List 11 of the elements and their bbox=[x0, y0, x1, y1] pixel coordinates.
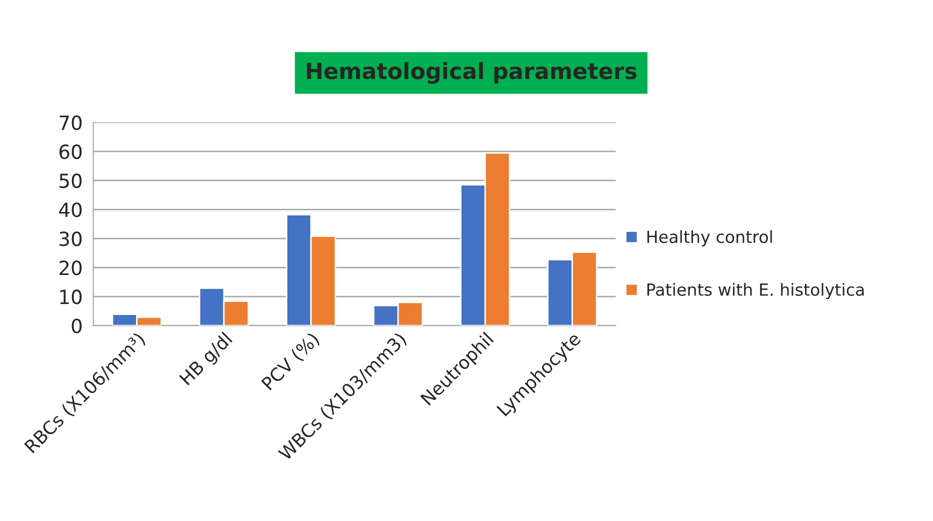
y-tick-label: 0 bbox=[72, 318, 82, 334]
y-tick-label: 50 bbox=[60, 173, 82, 188]
chart-title: Hematological parameters bbox=[306, 62, 636, 84]
y-tick-label: 10 bbox=[60, 290, 82, 304]
legend-label: Patients with E. histolytica bbox=[647, 283, 864, 300]
legend-label: Healthy control bbox=[647, 230, 772, 246]
y-tick-label: 30 bbox=[60, 232, 82, 246]
y-tick-label: 40 bbox=[59, 202, 82, 218]
y-tick-label: 70 bbox=[60, 115, 82, 130]
y-tick-label: 20 bbox=[60, 260, 82, 276]
y-tick-label: 60 bbox=[60, 144, 82, 160]
